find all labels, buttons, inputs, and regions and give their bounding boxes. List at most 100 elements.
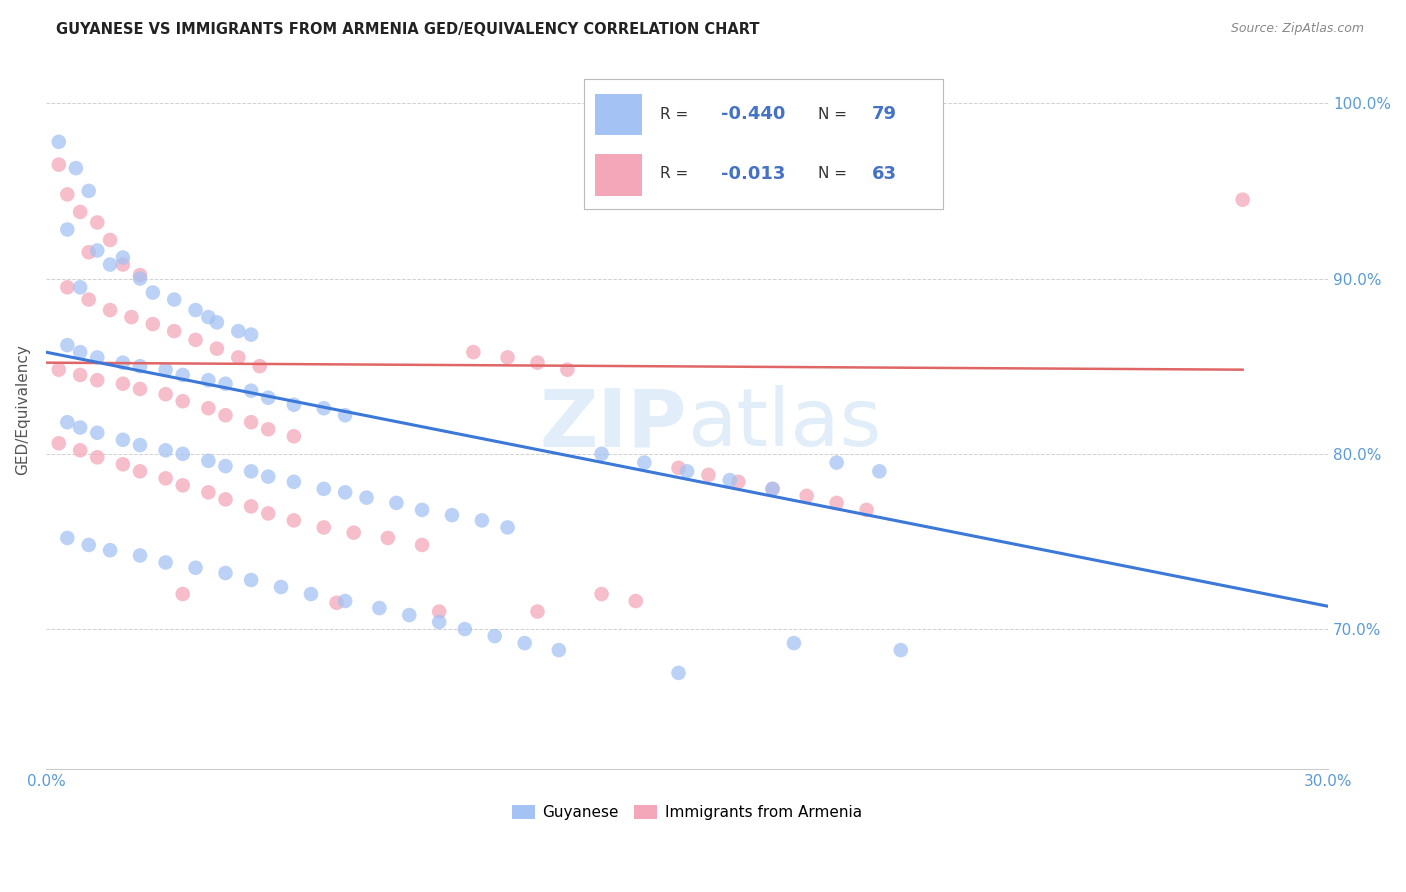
Point — [283, 429, 305, 443]
Point — [454, 622, 477, 636]
Point — [325, 596, 347, 610]
Point — [471, 513, 494, 527]
Point — [427, 605, 450, 619]
Point — [496, 520, 519, 534]
Point — [299, 587, 322, 601]
Point — [283, 513, 305, 527]
Point — [69, 205, 91, 219]
Point — [333, 485, 356, 500]
Point — [56, 338, 79, 352]
Point — [825, 456, 848, 470]
Point — [184, 333, 207, 347]
Point — [111, 458, 134, 472]
Point — [427, 615, 450, 629]
Point — [440, 508, 463, 523]
Point — [257, 391, 280, 405]
Point — [86, 215, 108, 229]
Point — [226, 351, 249, 365]
Point — [56, 280, 79, 294]
Point — [48, 135, 70, 149]
Point — [312, 401, 335, 416]
Point — [120, 310, 142, 324]
Point — [257, 507, 280, 521]
Point — [184, 303, 207, 318]
Point — [214, 376, 236, 391]
Point — [129, 438, 152, 452]
Point — [129, 464, 152, 478]
Point — [240, 327, 263, 342]
Point — [129, 382, 152, 396]
Point — [783, 636, 806, 650]
Point — [411, 538, 433, 552]
Point — [56, 531, 79, 545]
Point — [257, 422, 280, 436]
Point — [69, 345, 91, 359]
Point — [69, 280, 91, 294]
Point — [77, 184, 100, 198]
Point — [1232, 193, 1254, 207]
Point — [249, 359, 271, 374]
Point — [48, 362, 70, 376]
Point — [142, 285, 165, 300]
Point — [557, 362, 579, 376]
Point — [356, 491, 378, 505]
Point — [155, 387, 177, 401]
Point — [56, 415, 79, 429]
Point — [111, 258, 134, 272]
Point — [111, 251, 134, 265]
Point — [526, 605, 548, 619]
Point — [484, 629, 506, 643]
Point — [333, 409, 356, 423]
Point — [155, 471, 177, 485]
Point — [463, 345, 485, 359]
Point — [240, 415, 263, 429]
Point — [69, 420, 91, 434]
Point — [129, 549, 152, 563]
Point — [155, 556, 177, 570]
Point — [385, 496, 408, 510]
Text: Source: ZipAtlas.com: Source: ZipAtlas.com — [1230, 22, 1364, 36]
Point — [86, 450, 108, 465]
Point — [129, 359, 152, 374]
Point — [283, 398, 305, 412]
Point — [98, 233, 121, 247]
Point — [343, 525, 366, 540]
Point — [868, 464, 890, 478]
Point — [69, 443, 91, 458]
Point — [547, 643, 569, 657]
Point — [197, 454, 219, 468]
Text: GUYANESE VS IMMIGRANTS FROM ARMENIA GED/EQUIVALENCY CORRELATION CHART: GUYANESE VS IMMIGRANTS FROM ARMENIA GED/… — [56, 22, 759, 37]
Point — [257, 469, 280, 483]
Point — [86, 425, 108, 440]
Text: atlas: atlas — [688, 385, 882, 463]
Point — [377, 531, 399, 545]
Point — [155, 362, 177, 376]
Point — [283, 475, 305, 489]
Point — [496, 351, 519, 365]
Point — [163, 324, 186, 338]
Point — [727, 475, 749, 489]
Text: ZIP: ZIP — [540, 385, 688, 463]
Point — [197, 310, 219, 324]
Point — [825, 496, 848, 510]
Point — [214, 409, 236, 423]
Point — [214, 492, 236, 507]
Point — [111, 433, 134, 447]
Y-axis label: GED/Equivalency: GED/Equivalency — [15, 344, 30, 475]
Point — [270, 580, 292, 594]
Point — [205, 342, 228, 356]
Point — [312, 482, 335, 496]
Point — [205, 315, 228, 329]
Point — [240, 384, 263, 398]
Point — [77, 293, 100, 307]
Point — [240, 573, 263, 587]
Point — [796, 489, 818, 503]
Point — [668, 460, 690, 475]
Point — [398, 608, 420, 623]
Point — [214, 566, 236, 580]
Point — [111, 376, 134, 391]
Point — [172, 587, 194, 601]
Point — [77, 538, 100, 552]
Point — [65, 161, 87, 175]
Point — [77, 245, 100, 260]
